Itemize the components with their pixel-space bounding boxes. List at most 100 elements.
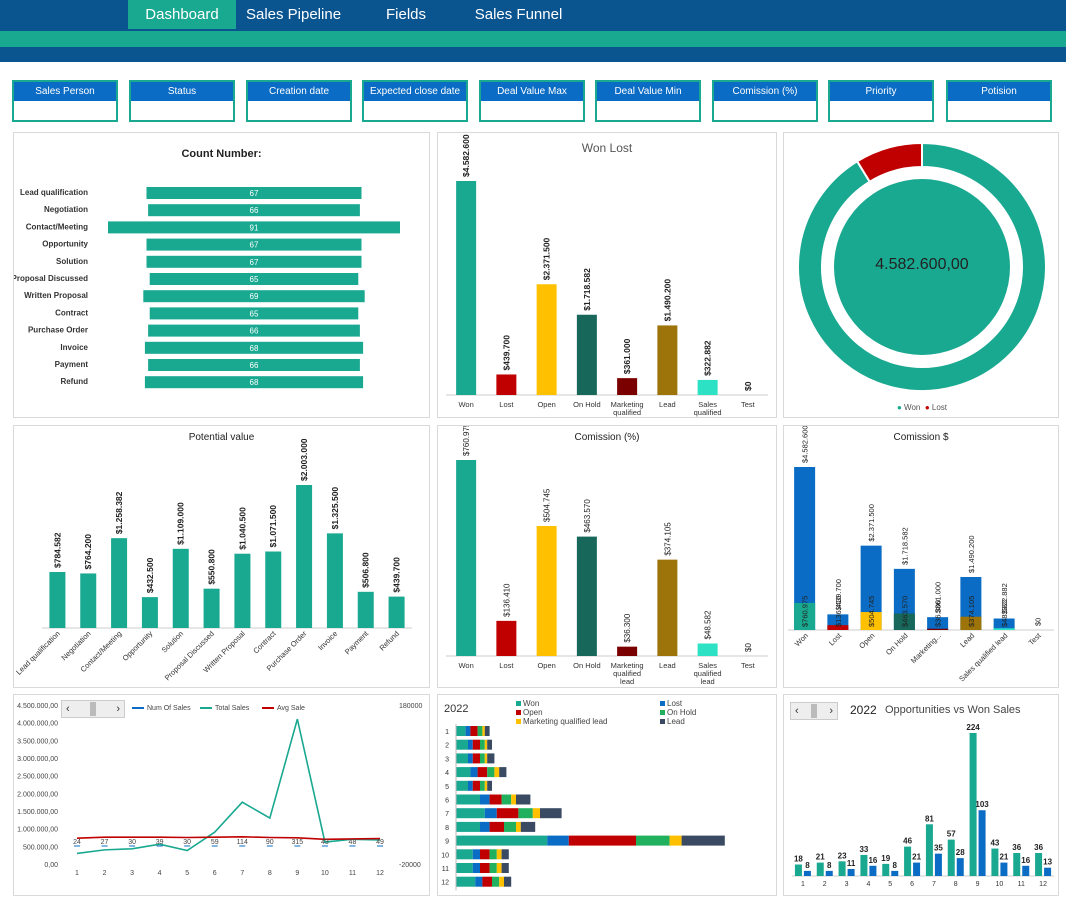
count-number-panel: Count Number: Lead qualification 67 Negoti…: [13, 132, 430, 418]
num-sales-label: 39: [156, 839, 164, 846]
filter-value-field[interactable]: [248, 101, 350, 120]
legend-swatch: [516, 719, 521, 724]
x-tick-label: 11: [349, 870, 356, 877]
won-sales-value-label: 21: [999, 853, 1008, 862]
month-label: 11: [1018, 881, 1025, 888]
legend-label: On Hold: [667, 708, 696, 717]
filter-status[interactable]: Status: [129, 80, 235, 122]
stacked-segment: [511, 794, 516, 805]
stacked-segment: [516, 821, 521, 832]
count-bar: [144, 376, 364, 389]
num-sales-label: 48: [349, 839, 357, 846]
won-sales-value-label: 8: [893, 861, 898, 870]
donut-center-disc: [834, 179, 1010, 355]
filter-deal-value-max[interactable]: Deal Value Max: [479, 80, 585, 122]
category-label: Lost: [499, 661, 514, 670]
won-sales-bar: [1044, 867, 1052, 876]
stacked-segment: [456, 863, 473, 873]
month-label: 4: [866, 881, 870, 888]
bar-value-label: $322.882: [1000, 583, 1009, 614]
bar-value-label: $1.258.382: [114, 491, 124, 534]
filter-value-field[interactable]: [948, 101, 1050, 120]
count-bar: [149, 307, 359, 320]
stacked-segment: [480, 780, 485, 791]
bar: [326, 533, 343, 628]
bar-value-label: $463.570: [583, 499, 592, 533]
year-scroller[interactable]: ‹ ›: [61, 700, 125, 718]
won-lost-panel: Won Lost $4.582.600 Won $439.700 Lost $2.371…: [437, 132, 777, 418]
stacked-segment: [489, 794, 502, 805]
category-label: Lead: [659, 400, 676, 409]
opportunities-chart: 1881218223113331641985462168135757288224…: [792, 723, 1054, 888]
month-label: 6: [910, 881, 914, 888]
num-sales-label: 24: [73, 839, 81, 846]
filter-value-field[interactable]: [597, 101, 699, 120]
filter-value-field[interactable]: [131, 101, 233, 120]
won-sales-value-label: 35: [934, 844, 943, 853]
filter-value-field[interactable]: [714, 101, 816, 120]
bar-comission: [960, 616, 982, 630]
tab-sales-funnel[interactable]: Sales Funnel: [474, 6, 563, 23]
bar: [576, 314, 597, 395]
bar-value-label: $4.582.600: [461, 134, 471, 177]
category-label: qualified: [694, 408, 722, 417]
bar-value-label: $1.071.500: [268, 505, 278, 548]
bar-total: [993, 618, 1015, 630]
opportunities-value-label: 36: [1034, 843, 1043, 852]
count-bar-label: 91: [250, 223, 259, 232]
legend-label: Lost: [667, 699, 683, 708]
filter-value-field[interactable]: [14, 101, 116, 120]
opp-year-scroller[interactable]: ‹ ›: [790, 702, 838, 720]
filter-sales-person[interactable]: Sales Person: [12, 80, 118, 122]
num-sales-label: 43: [321, 839, 329, 846]
chevron-left-icon[interactable]: ‹: [795, 705, 799, 717]
stacked-segment: [480, 821, 490, 832]
bar-total: [860, 545, 882, 630]
filter-value-field[interactable]: [364, 101, 466, 120]
filter-deal-value-min[interactable]: Deal Value Min: [595, 80, 701, 122]
filter-expected-close-date[interactable]: Expected close date: [362, 80, 468, 122]
filter-comission[interactable]: Comission (%): [712, 80, 818, 122]
scroll-thumb[interactable]: [811, 704, 817, 718]
bar-value-label: $0: [1033, 618, 1042, 626]
stacked-segment: [482, 726, 485, 736]
count-bar-label: 69: [250, 292, 259, 301]
stacked-segment: [496, 863, 502, 873]
scroll-thumb[interactable]: [90, 702, 96, 716]
num-sales-label: 315: [292, 839, 304, 846]
category-label: Lost: [827, 630, 844, 647]
filter-value-field[interactable]: [481, 101, 583, 120]
won-sales-bar: [869, 865, 877, 876]
stacked-segment: [480, 739, 485, 750]
bar-value-label: $1.490.200: [662, 279, 672, 322]
stacked-segment: [484, 726, 490, 736]
tab-sales-pipeline[interactable]: Sales Pipeline: [245, 6, 342, 23]
bar: [617, 378, 638, 395]
x-tick-label: 6: [213, 870, 217, 877]
stacked-segment: [477, 726, 483, 736]
stacked-segment: [484, 808, 497, 819]
stacked-segment: [484, 780, 488, 791]
count-bar: [148, 204, 360, 217]
filter-priority[interactable]: Priority: [828, 80, 934, 122]
stacked-segment: [456, 780, 468, 791]
bar: [234, 553, 251, 628]
stacked-segment: [492, 876, 500, 887]
monthly-status-panel: 2022 Won Lost Open On Hold Marketing qualifi…: [437, 694, 777, 896]
tab-dashboard[interactable]: Dashboard: [128, 0, 236, 29]
filter-potision[interactable]: Potision: [946, 80, 1052, 122]
chevron-right-icon[interactable]: ›: [829, 705, 833, 717]
won-sales-value-label: 28: [956, 848, 965, 857]
month-label: 3: [445, 756, 449, 763]
chevron-right-icon[interactable]: ›: [116, 703, 120, 715]
opportunities-bar: [794, 864, 802, 876]
bar: [697, 379, 718, 395]
filter-value-field[interactable]: [830, 101, 932, 120]
tab-fields[interactable]: Fields: [385, 6, 426, 23]
bar-value-label: $506.800: [361, 552, 371, 588]
chevron-left-icon[interactable]: ‹: [66, 703, 70, 715]
legend-label: Won: [523, 699, 539, 708]
stacked-segment: [501, 849, 509, 860]
filter-creation-date[interactable]: Creation date: [246, 80, 352, 122]
